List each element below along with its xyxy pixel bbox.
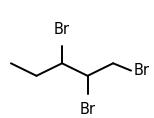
Text: Br: Br [134,63,150,78]
Text: Br: Br [54,22,70,37]
Text: Br: Br [80,102,96,117]
